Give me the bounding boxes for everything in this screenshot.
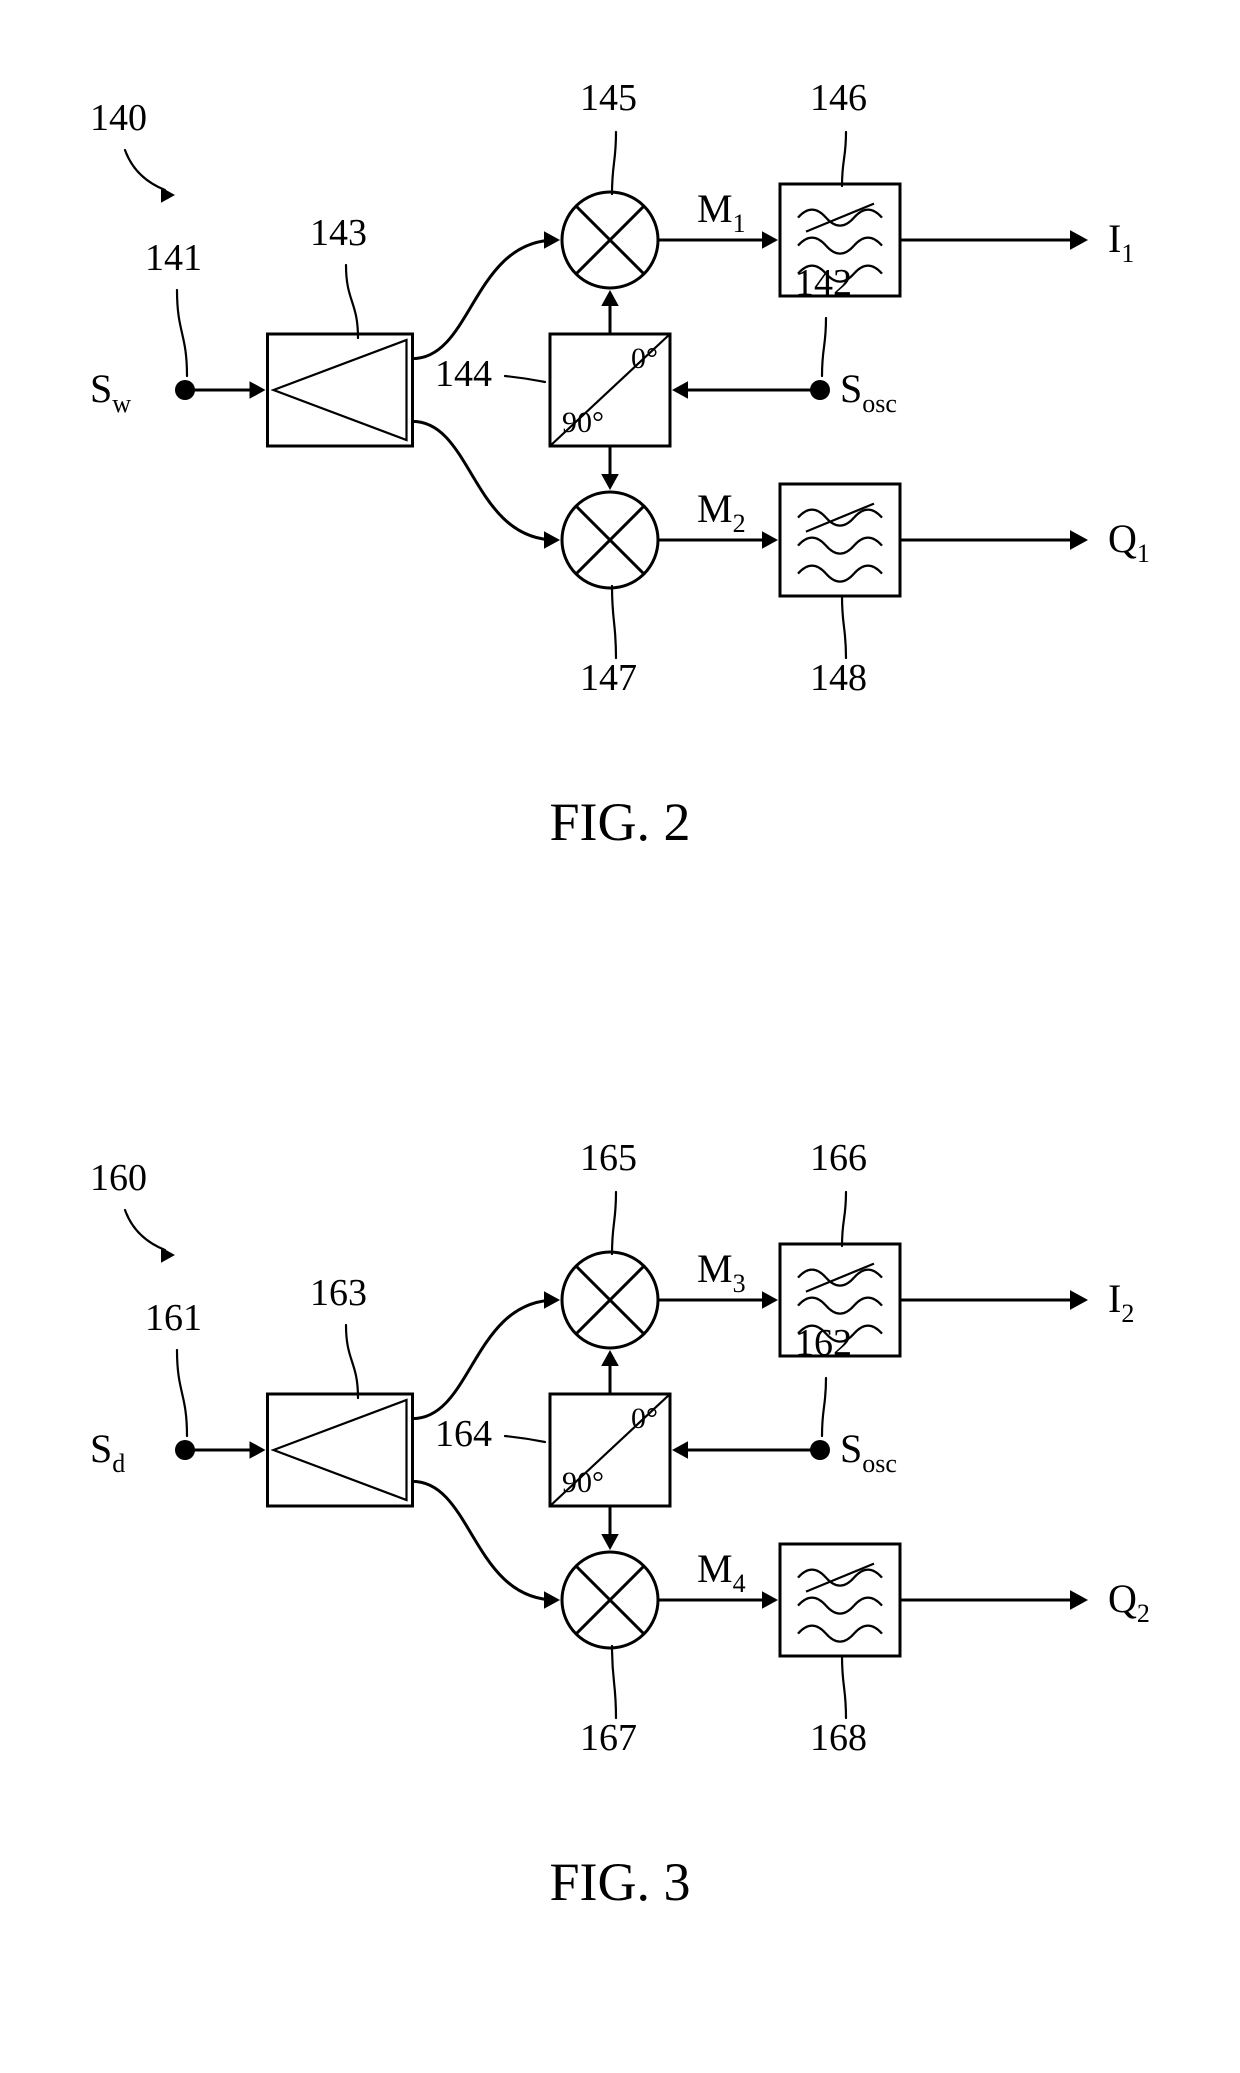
svg-text:I2: I2 [1108,1276,1134,1328]
svg-text:Sosc: Sosc [840,366,897,418]
svg-text:166: 166 [810,1137,867,1179]
svg-text:147: 147 [580,657,637,699]
svg-text:167: 167 [580,1717,637,1759]
svg-text:0°: 0° [631,342,658,375]
svg-text:144: 144 [435,353,492,395]
svg-text:M4: M4 [697,1546,746,1598]
svg-text:I1: I1 [1108,216,1134,268]
svg-text:Q2: Q2 [1108,1576,1150,1628]
svg-text:163: 163 [310,1272,367,1314]
svg-text:161: 161 [145,1297,202,1339]
diagram-canvas: 140Sw1411430°90°144Sosc142145147M1M21461… [0,0,1240,2073]
svg-text:90°: 90° [562,1466,604,1499]
svg-text:Sw: Sw [90,366,131,418]
svg-text:Sosc: Sosc [840,1426,897,1478]
svg-text:Q1: Q1 [1108,516,1150,568]
svg-text:143: 143 [310,212,367,254]
svg-text:145: 145 [580,77,637,119]
svg-text:160: 160 [90,1157,147,1199]
svg-text:90°: 90° [562,406,604,439]
svg-text:Sd: Sd [90,1426,125,1478]
svg-text:M1: M1 [697,186,746,238]
svg-text:146: 146 [810,77,867,119]
svg-text:0°: 0° [631,1402,658,1435]
svg-text:FIG. 3: FIG. 3 [549,1852,690,1912]
iq-demodulator: 140Sw1411430°90°144Sosc142145147M1M21461… [90,77,1150,852]
iq-demodulator: 160Sd1611630°90°164Sosc162165167M3M41661… [90,1137,1150,1912]
svg-text:M2: M2 [697,486,746,538]
svg-text:M3: M3 [697,1246,746,1298]
svg-text:168: 168 [810,1717,867,1759]
svg-text:140: 140 [90,97,147,139]
svg-text:165: 165 [580,1137,637,1179]
svg-text:148: 148 [810,657,867,699]
svg-text:FIG. 2: FIG. 2 [549,792,690,852]
svg-text:164: 164 [435,1413,492,1455]
svg-text:141: 141 [145,237,202,279]
